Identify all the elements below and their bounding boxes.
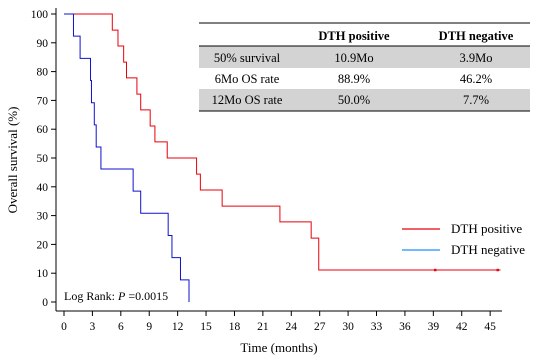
series-line-dth-negative: [64, 13, 190, 302]
x-tick-label: 18: [229, 321, 241, 333]
table-row-label: 50% survival: [214, 51, 281, 65]
x-tick-label: 12: [172, 321, 184, 333]
censor-mark: [496, 268, 499, 272]
x-tick-label: 6: [118, 321, 124, 333]
x-tick-label: 39: [428, 321, 440, 333]
table-header-neg: DTH negative: [439, 29, 514, 43]
x-tick-label: 21: [257, 321, 269, 333]
legend-label-dth-positive: DTH positive: [451, 221, 522, 236]
x-ticks: 0 3 6 9 12 15 18 21 24 27 30 33 36 39 42 45: [61, 311, 496, 333]
y-tick-label: 20: [37, 239, 49, 251]
y-axis-label: Overall survival (%): [5, 107, 20, 214]
x-tick-label: 24: [286, 321, 298, 333]
y-tick-label: 50: [37, 153, 49, 165]
censor-mark: [434, 268, 437, 272]
x-tick-label: 15: [200, 321, 212, 333]
table-header-pos: DTH positive: [318, 29, 390, 43]
x-tick-label: 36: [399, 321, 411, 333]
table-cell-neg: 3.9Mo: [460, 51, 493, 65]
table-cell-pos: 50.0%: [338, 93, 370, 107]
y-tick-label: 40: [37, 182, 49, 194]
x-axis-label: Time (months): [240, 340, 317, 355]
y-tick-label: 30: [37, 211, 49, 223]
p-symbol: P: [117, 289, 126, 303]
x-tick-label: 0: [61, 321, 67, 333]
table-cell-pos: 10.9Mo: [334, 51, 373, 65]
y-ticks: 0 10 20 30 40 50 60 70 80 90 100: [31, 9, 56, 309]
y-tick-label: 0: [42, 297, 48, 309]
legend: DTH positive DTH negative: [402, 221, 525, 257]
table-row-bg-1: [199, 46, 530, 68]
y-tick-label: 10: [37, 268, 49, 280]
x-tick-label: 3: [90, 321, 96, 333]
table-row-label: 6Mo OS rate: [215, 72, 280, 86]
table-row-label: 12Mo OS rate: [212, 93, 283, 107]
series-line-dth-positive: [64, 13, 501, 271]
x-tick-label: 45: [484, 321, 496, 333]
x-tick-label: 9: [146, 321, 152, 333]
y-tick-label: 70: [37, 95, 49, 107]
y-tick-label: 60: [37, 124, 49, 136]
censor-marks: [434, 268, 499, 272]
x-tick-label: 42: [456, 321, 468, 333]
summary-table: DTH positive DTH negative 50% survival 1…: [199, 22, 530, 112]
x-tick-label: 27: [314, 321, 326, 333]
x-tick-label: 30: [342, 321, 354, 333]
table-cell-pos: 88.9%: [338, 72, 370, 86]
log-rank-prefix: Log Rank:: [64, 289, 118, 303]
table-cell-neg: 7.7%: [463, 93, 489, 107]
x-tick-label: 33: [371, 321, 383, 333]
y-tick-label: 100: [31, 9, 49, 21]
legend-label-dth-negative: DTH negative: [451, 242, 525, 257]
plot-frame: [55, 8, 502, 312]
table-row-bg-3: [199, 89, 530, 111]
table-cell-neg: 46.2%: [460, 72, 492, 86]
y-tick-label: 80: [37, 67, 49, 79]
p-value: =0.0015: [125, 289, 168, 303]
y-tick-label: 90: [37, 38, 49, 50]
log-rank-annotation: Log Rank: P =0.0015: [64, 289, 168, 303]
